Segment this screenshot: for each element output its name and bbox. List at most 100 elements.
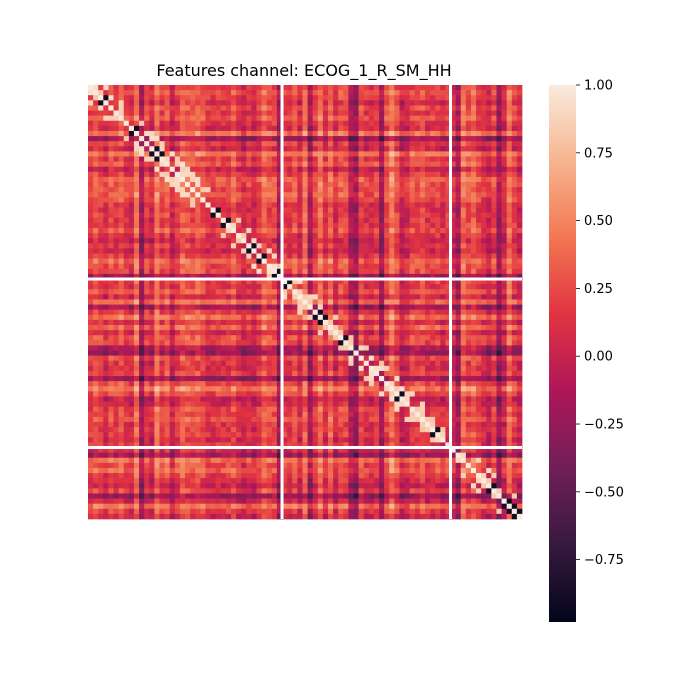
heatmap-cell (200, 324, 206, 331)
heatmap-cell (358, 110, 365, 116)
heatmap-cell (271, 197, 278, 203)
heatmap-cell (174, 120, 181, 127)
heatmap-cell (450, 105, 456, 111)
heatmap-cell (455, 365, 462, 372)
heatmap-cell (195, 141, 201, 147)
heatmap-cell (394, 289, 400, 295)
heatmap-cell (276, 197, 283, 203)
heatmap-cell (465, 355, 472, 362)
heatmap-cell (312, 340, 319, 346)
heatmap-cell (225, 370, 232, 377)
heatmap-cell (215, 289, 222, 295)
heatmap-cell (501, 233, 508, 239)
heatmap-cell (353, 289, 359, 295)
heatmap-cell (424, 345, 431, 351)
heatmap-cell (435, 166, 441, 173)
heatmap-cell (241, 130, 247, 137)
heatmap-cell (190, 304, 196, 311)
heatmap-cell (154, 370, 160, 377)
heatmap-cell (190, 381, 196, 387)
heatmap-cell (154, 376, 160, 382)
heatmap-cell (424, 233, 431, 239)
heatmap-cell (276, 268, 283, 275)
heatmap-cell (338, 100, 344, 106)
heatmap-cell (133, 197, 140, 203)
heatmap-cell (174, 324, 181, 331)
heatmap-cell (144, 151, 150, 157)
heatmap-cell (236, 171, 242, 178)
heatmap-cell (307, 151, 314, 157)
heatmap-cell (501, 345, 508, 351)
heatmap-cell (302, 340, 308, 346)
heatmap-cell (327, 314, 334, 321)
heatmap-cell (174, 376, 181, 382)
heatmap-cell (322, 207, 329, 213)
heatmap-cell (465, 309, 472, 316)
heatmap-cell (394, 299, 400, 305)
heatmap-cell (169, 324, 176, 331)
heatmap-cell (476, 345, 482, 351)
heatmap-cell (358, 130, 365, 137)
heatmap-cell (200, 279, 206, 285)
heatmap-cell (98, 207, 104, 213)
heatmap-cell (179, 182, 186, 188)
heatmap-cell (312, 253, 319, 259)
heatmap-cell (144, 381, 150, 387)
heatmap-cell (287, 314, 293, 321)
heatmap-cell (287, 258, 293, 265)
heatmap-cell (287, 299, 293, 305)
heatmap-cell (215, 151, 222, 157)
heatmap-cell (338, 156, 344, 162)
heatmap-cell (516, 217, 523, 224)
heatmap-cell (93, 222, 99, 229)
heatmap-cell (215, 217, 222, 224)
heatmap-cell (271, 151, 278, 157)
heatmap-cell (496, 141, 502, 147)
heatmap-cell (230, 248, 237, 254)
heatmap-cell (414, 130, 421, 137)
heatmap-cell (399, 340, 405, 346)
heatmap-cell (169, 381, 176, 387)
heatmap-cell (205, 258, 211, 265)
heatmap-cell (348, 324, 354, 331)
heatmap-cell (103, 192, 109, 198)
heatmap-cell (185, 233, 191, 239)
heatmap-cell (455, 360, 462, 367)
heatmap-cell (506, 299, 513, 305)
heatmap-cell (368, 176, 375, 183)
heatmap-cell (210, 182, 216, 188)
heatmap-cell (424, 166, 431, 173)
heatmap-cell (302, 130, 308, 137)
heatmap-cell (149, 273, 155, 280)
heatmap-cell (230, 90, 237, 96)
heatmap-cell (210, 294, 216, 300)
heatmap-cell (409, 136, 416, 142)
heatmap-cell (98, 182, 104, 188)
heatmap-cell (506, 202, 513, 208)
heatmap-cell (210, 376, 216, 382)
heatmap-cell (215, 365, 222, 372)
heatmap-cell (486, 238, 492, 244)
heatmap-cell (322, 176, 329, 183)
heatmap-cell (118, 141, 125, 147)
heatmap-cell (108, 309, 114, 316)
heatmap-cell (343, 319, 349, 326)
heatmap-cell (241, 156, 247, 162)
heatmap-cell (108, 176, 114, 183)
heatmap-cell (190, 370, 196, 377)
heatmap-cell (276, 233, 283, 239)
heatmap-cell (205, 85, 211, 91)
heatmap-cell (195, 125, 201, 132)
heatmap-cell (118, 350, 125, 356)
heatmap-cell (379, 151, 385, 157)
heatmap-cell (282, 171, 288, 178)
heatmap-cell (368, 120, 375, 127)
heatmap-cell (394, 95, 400, 101)
heatmap-cell (343, 227, 349, 234)
heatmap-cell (399, 141, 405, 147)
heatmap-cell (435, 299, 441, 305)
heatmap-cell (98, 284, 104, 290)
heatmap-cell (343, 197, 349, 203)
heatmap-cell (256, 151, 262, 157)
heatmap-cell (128, 136, 135, 142)
